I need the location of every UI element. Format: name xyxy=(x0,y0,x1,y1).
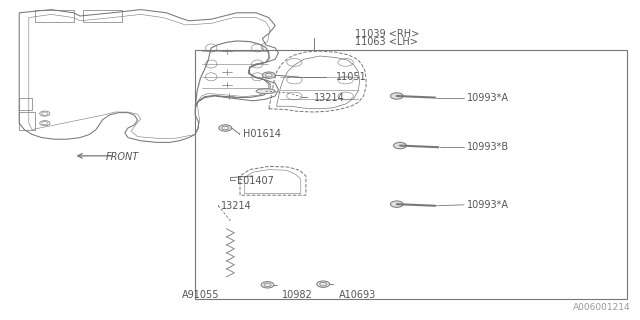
Circle shape xyxy=(390,201,403,207)
Text: FRONT: FRONT xyxy=(106,152,139,162)
Text: 10993*A: 10993*A xyxy=(467,92,509,103)
Text: 11039 <RH>: 11039 <RH> xyxy=(355,28,419,39)
Text: A91055: A91055 xyxy=(182,290,220,300)
Text: A10693: A10693 xyxy=(339,290,376,300)
Circle shape xyxy=(390,93,403,99)
Bar xyxy=(83,10,122,22)
Text: A006001214: A006001214 xyxy=(573,303,630,312)
Text: 10982: 10982 xyxy=(282,290,312,300)
Circle shape xyxy=(219,125,232,131)
Circle shape xyxy=(262,72,275,78)
Circle shape xyxy=(317,281,330,287)
Text: 10993*A: 10993*A xyxy=(467,200,509,210)
Text: 13214: 13214 xyxy=(221,201,252,212)
Text: 11063 <LH>: 11063 <LH> xyxy=(355,36,418,47)
Bar xyxy=(19,112,35,130)
Text: 13214: 13214 xyxy=(314,92,344,103)
Bar xyxy=(195,50,627,299)
Bar xyxy=(19,98,32,110)
Circle shape xyxy=(394,142,406,149)
Text: E01407: E01407 xyxy=(237,176,274,186)
Text: 11051: 11051 xyxy=(336,72,367,82)
Text: H01614: H01614 xyxy=(243,129,281,140)
Ellipse shape xyxy=(256,89,275,94)
Circle shape xyxy=(261,282,274,288)
Bar xyxy=(35,10,74,22)
Text: 10993*B: 10993*B xyxy=(467,142,509,152)
